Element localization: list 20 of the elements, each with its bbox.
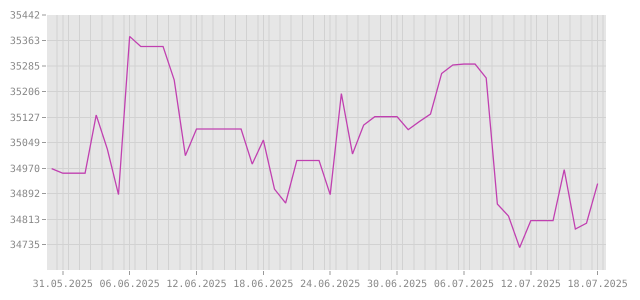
x-tick-label: 18.07.2025 — [568, 279, 628, 290]
y-tick-label: 35363 — [10, 36, 40, 48]
x-tick-label: 30.06.2025 — [366, 279, 428, 290]
line-series — [50, 36, 598, 248]
y-tick-label: 35049 — [10, 138, 40, 150]
x-tick-label: 24.06.2025 — [300, 279, 360, 290]
y-tick-label: 34813 — [10, 214, 40, 226]
x-tick-label: 12.06.2025 — [166, 279, 227, 290]
y-tick-label: 34892 — [10, 189, 40, 200]
x-tick-label: 31.05.2025 — [32, 279, 93, 290]
y-tick-label: 35127 — [10, 112, 40, 124]
y-tick-label: 35442 — [10, 10, 40, 22]
x-tick-label: 06.07.2025 — [434, 279, 494, 290]
x-tick-label: 12.07.2025 — [500, 279, 561, 290]
x-tick-label: 18.06.2025 — [233, 279, 294, 290]
y-tick-label: 35285 — [10, 62, 40, 72]
y-tick-label: 35206 — [10, 87, 40, 98]
y-tick-label: 34735 — [10, 240, 40, 252]
x-tick-label: 06.06.2025 — [100, 279, 160, 290]
y-tick-label: 34970 — [10, 164, 40, 175]
